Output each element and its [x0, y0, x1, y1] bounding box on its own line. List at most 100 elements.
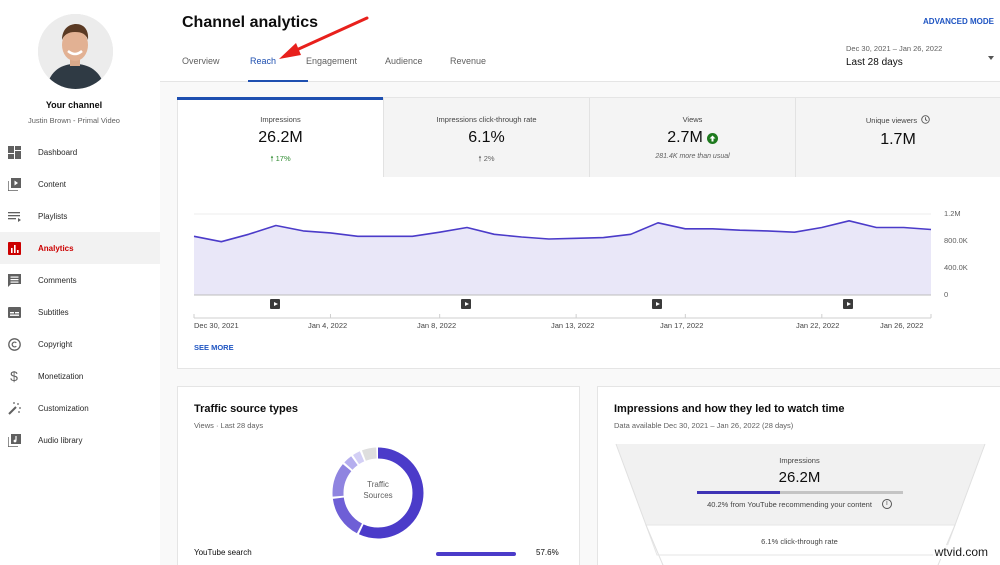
tab-engagement[interactable]: Engagement [306, 56, 358, 66]
content-icon [7, 177, 21, 191]
tab-bar: Overview Reach Engagement Audience Reven… [182, 56, 510, 82]
sidebar-item-comments[interactable]: Comments [0, 264, 160, 296]
analytics-icon [7, 241, 21, 255]
x-tick-label: Jan 4, 2022 [308, 321, 348, 330]
clock-icon [921, 115, 930, 126]
sidebar-item-dashboard[interactable]: Dashboard [0, 136, 160, 168]
recommend-progress-fill [697, 491, 780, 494]
traffic-source-row[interactable]: YouTube search 57.6% [194, 548, 564, 560]
video-marker-play-icon[interactable] [461, 299, 471, 309]
playlists-icon [7, 209, 21, 223]
impressions-chart: 1.2M 800.0K 400.0K 0 Dec 30, 2021 Jan 4,… [178, 177, 1000, 370]
impressions-funnel-card: Impressions and how they led to watch ti… [597, 386, 1000, 565]
chevron-down-icon [988, 56, 994, 60]
sidebar-item-label: Analytics [38, 243, 74, 253]
y-tick-label: 1.2M [944, 209, 961, 218]
dashboard-icon [7, 145, 21, 159]
sidebar-item-label: Copyright [38, 339, 73, 349]
up-circle-icon [706, 132, 718, 144]
sidebar-item-monetization[interactable]: $ Monetization [0, 360, 160, 392]
sidebar-item-label: Content [38, 179, 67, 189]
recommend-note: 40.2% from YouTube recommending your con… [707, 499, 872, 509]
sidebar-item-copyright[interactable]: Copyright [0, 328, 160, 360]
channel-avatar[interactable] [38, 14, 113, 89]
metric-label: Views [682, 115, 703, 124]
y-tick-label: 400.0K [944, 263, 968, 272]
funnel-impressions-value: 26.2M [778, 469, 821, 486]
traffic-donut-chart[interactable] [328, 443, 428, 543]
channel-name: Justin Brown - Primal Video [28, 116, 120, 125]
x-tick-label: Jan 22, 2022 [796, 321, 840, 330]
sidebar-item-content[interactable]: Content [0, 168, 160, 200]
metric-views[interactable]: Views 2.7M 281.4K more than usual [590, 98, 796, 177]
comments-icon [7, 273, 21, 287]
metric-label-row: Unique viewers [796, 115, 1000, 126]
card-subtitle: Data available Dec 30, 2021 – Jan 26, 20… [614, 421, 794, 430]
traffic-source-card: Traffic source types Views · Last 28 day… [177, 386, 580, 565]
card-subtitle: Views · Last 28 days [194, 421, 264, 430]
copyright-icon [7, 337, 21, 351]
x-tick-label: Jan 26, 2022 [880, 321, 924, 330]
sidebar: Your channel Justin Brown - Primal Video… [0, 0, 160, 565]
sidebar-item-label: Customization [38, 403, 89, 413]
metric-label: Unique viewers [865, 116, 918, 125]
tab-revenue[interactable]: Revenue [450, 56, 487, 66]
metric-value: 2.7M [667, 129, 703, 146]
subtitles-icon [7, 305, 21, 319]
traffic-source-bar [436, 552, 516, 556]
date-range-dropdown[interactable]: Dec 30, 2021 – Jan 26, 2022 Last 28 days [846, 44, 1000, 74]
metric-note: 281.4K more than usual [655, 153, 730, 160]
sidebar-item-playlists[interactable]: Playlists [0, 200, 160, 232]
audio-library-icon [7, 433, 21, 447]
x-tick-label: Dec 30, 2021 [194, 321, 239, 330]
page-title: Channel analytics [182, 14, 319, 31]
avatar-image [38, 14, 113, 89]
sidebar-nav: Dashboard Content Playlists Analytics [0, 136, 160, 456]
card-title: Impressions and how they led to watch ti… [614, 403, 845, 415]
metric-delta-value: 2% [483, 154, 495, 163]
metric-tabs: Impressions 26.2M 🠕 17% Impressions clic… [177, 97, 1000, 177]
sidebar-item-audio-library[interactable]: Audio library [0, 424, 160, 456]
funnel-ctr-note: 6.1% click-through rate [761, 537, 838, 546]
donut-center-line: Sources [363, 491, 393, 500]
tab-reach[interactable]: Reach [248, 56, 308, 82]
metric-unique-viewers[interactable]: Unique viewers 1.7M [796, 98, 1000, 177]
metrics-card: Impressions 26.2M 🠕 17% Impressions clic… [177, 97, 1000, 369]
sidebar-item-label: Playlists [38, 211, 68, 221]
tab-overview[interactable]: Overview [182, 56, 220, 66]
metric-ctr[interactable]: Impressions click-through rate 6.1% 🠕 2% [384, 98, 590, 177]
y-tick-label: 0 [944, 290, 949, 299]
x-tick-label: Jan 17, 2022 [660, 321, 704, 330]
main-content: Channel analytics ADVANCED MODE Overview… [160, 0, 1000, 565]
video-marker-play-icon[interactable] [843, 299, 853, 309]
donut-center-label: Traffic Sources [328, 479, 428, 501]
channel-title: Your channel [45, 100, 103, 110]
page-header: Channel analytics ADVANCED MODE Overview… [160, 0, 1000, 82]
video-marker-play-icon[interactable] [652, 299, 662, 309]
magic-wand-icon [7, 401, 21, 415]
y-tick-label: 800.0K [944, 236, 968, 245]
sidebar-item-label: Monetization [38, 371, 84, 381]
funnel-shape [615, 443, 986, 565]
video-marker-play-icon[interactable] [270, 299, 280, 309]
sidebar-item-analytics[interactable]: Analytics [0, 232, 160, 264]
recommend-progress-bar [697, 491, 903, 494]
sidebar-item-customization[interactable]: Customization [0, 392, 160, 424]
traffic-source-label: YouTube search [194, 548, 252, 557]
metric-label: Impressions [260, 115, 301, 124]
recommend-note-row: 40.2% from YouTube recommending your con… [598, 499, 1000, 509]
donut-center-line: Traffic [367, 480, 389, 489]
date-range-label: Last 28 days [846, 57, 903, 68]
advanced-mode-button[interactable]: ADVANCED MODE [923, 17, 994, 26]
metric-impressions[interactable]: Impressions 26.2M 🠕 17% [177, 97, 384, 177]
arrow-up-icon: 🠕 [478, 154, 482, 163]
sidebar-item-label: Audio library [38, 435, 83, 445]
x-tick-label: Jan 13, 2022 [551, 321, 595, 330]
sidebar-item-subtitles[interactable]: Subtitles [0, 296, 160, 328]
tab-audience[interactable]: Audience [385, 56, 423, 66]
metric-value: 26.2M [258, 129, 303, 146]
dollar-icon: $ [10, 367, 18, 384]
see-more-link[interactable]: SEE MORE [194, 343, 234, 352]
info-icon[interactable]: i [881, 499, 892, 509]
chart-plot[interactable] [178, 177, 1000, 370]
